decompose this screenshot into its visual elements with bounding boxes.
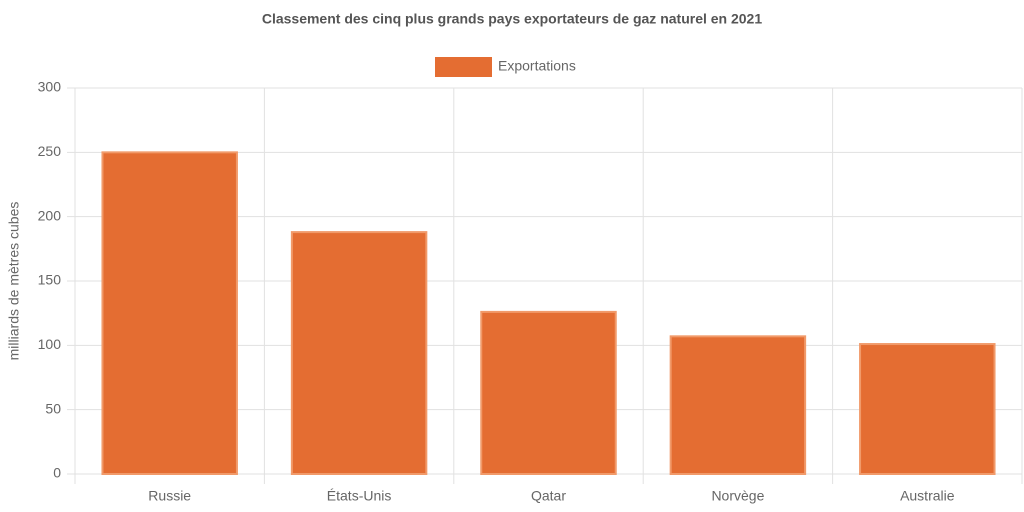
y-tick-label: 50 [45,400,61,416]
y-tick-label: 300 [38,79,62,95]
legend-label: Exportations [498,58,576,74]
y-tick-label: 200 [38,207,62,223]
y-tick-label: 150 [38,272,62,288]
x-tick-label: États-Unis [327,488,392,504]
x-tick-label: Australie [900,488,955,504]
x-tick-label: Russie [148,488,191,504]
y-tick-label: 250 [38,143,62,159]
chart-title: Classement des cinq plus grands pays exp… [262,11,763,27]
bar [859,343,996,475]
bar [290,231,428,475]
y-tick-label: 100 [38,336,62,352]
bar [101,151,238,475]
bar [669,335,807,475]
y-tick-label: 0 [53,465,61,481]
x-tick-label: Qatar [531,488,566,504]
x-tick-label: Norvège [711,488,764,504]
y-axis-label: milliards de mètres cubes [6,202,22,361]
bar [480,310,617,475]
legend-swatch [435,57,492,77]
